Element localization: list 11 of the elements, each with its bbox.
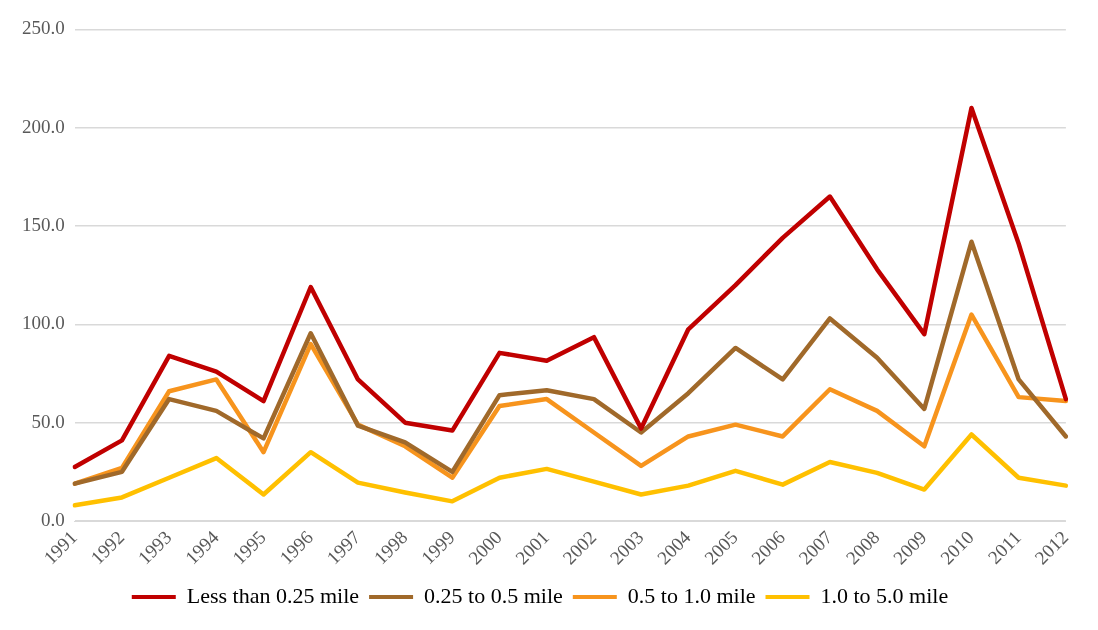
y-tick-label: 150.0 xyxy=(22,214,65,236)
legend-label: 0.5 to 1.0 mile xyxy=(627,582,756,608)
legend-label: 1.0 to 5.0 mile xyxy=(820,582,949,608)
x-tick-label: 1999 xyxy=(416,526,459,569)
y-tick-label: 50.0 xyxy=(31,410,65,432)
y-tick-label: 250.0 xyxy=(22,17,65,39)
y-tick-label: 100.0 xyxy=(22,312,65,334)
legend-label: 0.25 to 0.5 mile xyxy=(424,582,563,608)
y-tick-label: 200.0 xyxy=(22,115,65,137)
x-tick-label: 1992 xyxy=(86,526,129,569)
legend-label: Less than 0.25 mile xyxy=(186,582,360,608)
